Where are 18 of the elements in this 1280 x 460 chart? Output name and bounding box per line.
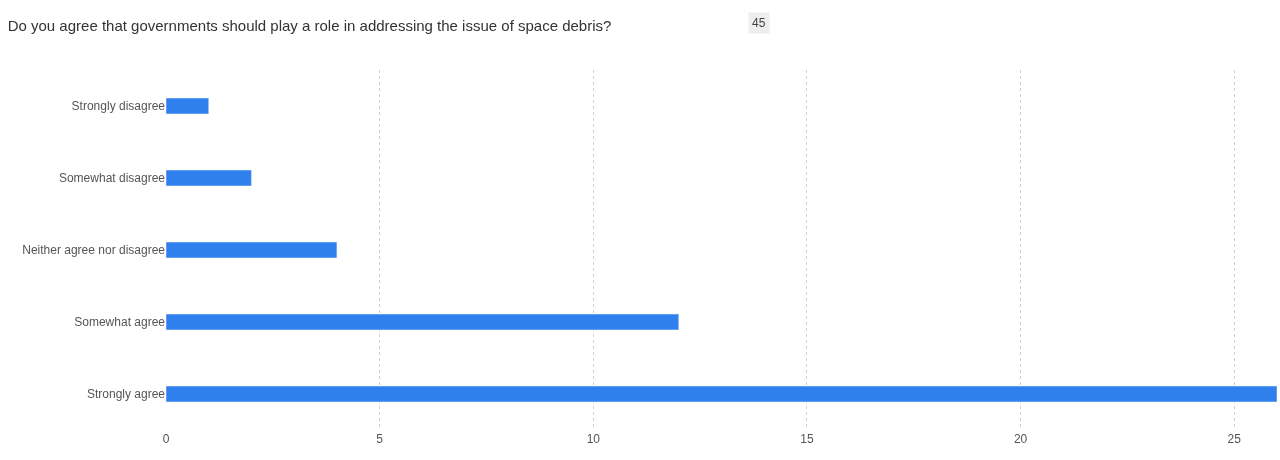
x-tick-label: 5: [376, 432, 384, 446]
x-tick-label: 0: [162, 432, 170, 446]
y-tick-label: Strongly disagree: [71, 99, 166, 114]
bar: [166, 241, 338, 259]
x-tick-label: 25: [1227, 432, 1242, 446]
bar: [166, 313, 680, 331]
y-tick-label: Neither agree nor disagree: [22, 243, 166, 258]
y-tick-label: Strongly agree: [86, 387, 166, 402]
x-tick-label: 15: [800, 432, 814, 446]
bar: [166, 97, 209, 115]
x-tick-label: 10: [586, 432, 601, 446]
x-tick-label: 20: [1013, 432, 1028, 446]
text: 45: [752, 16, 766, 30]
chart-title: Do you agree that governments should play a role in addressing the issue of space debris?: [7, 17, 612, 35]
y-tick-label: Somewhat agree: [74, 315, 166, 330]
bar: [166, 169, 252, 187]
bar: [166, 385, 1277, 403]
y-tick-label: Somewhat disagree: [58, 171, 166, 186]
